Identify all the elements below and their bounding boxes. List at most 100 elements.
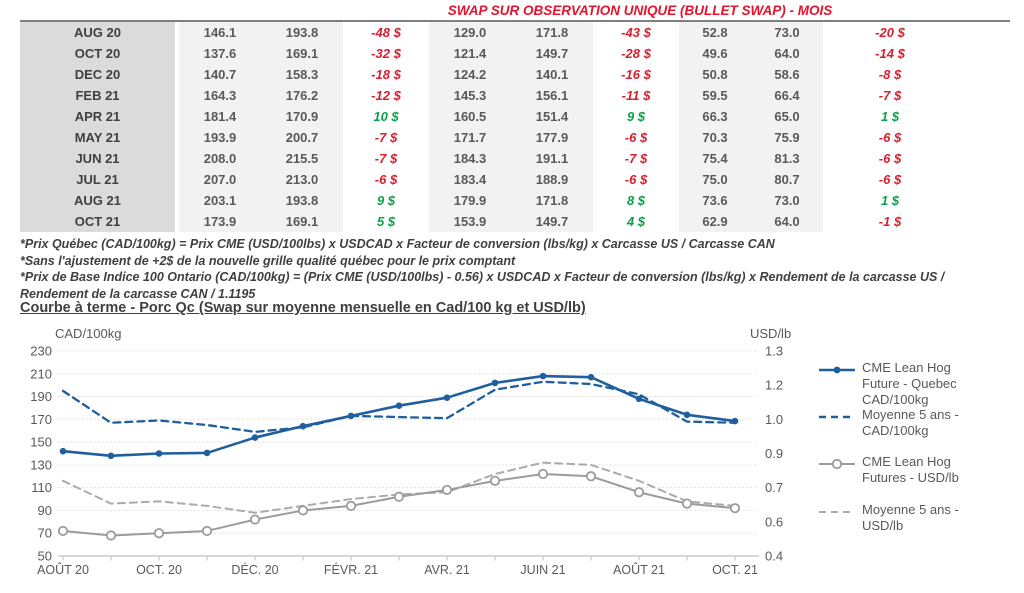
left-axis-tick-label: 70: [38, 526, 52, 541]
data-point-circle: [393, 491, 405, 502]
cell-month: OCT 21: [20, 211, 179, 232]
cell-moyenne-5ans-on: 149.7: [511, 43, 593, 64]
cell-prix-ontario: 179.9: [429, 190, 511, 211]
cell-moyenne-5ans-on: 149.7: [511, 211, 593, 232]
right-axis-tick-label: 1.2: [765, 378, 783, 393]
plot-area: 230 210 190 170 150 130 110 90 70 50 1.3 1.2 1.0 0.9 0…: [30, 344, 783, 578]
cell-prix-usd: 49.6: [679, 43, 751, 64]
cell-moyenne-5ans-usd: 65.0: [751, 106, 823, 127]
cell-prix-usd: 73.6: [679, 190, 751, 211]
cell-moyenne-5ans-cad: 215.5: [261, 148, 343, 169]
cell-diff-on: 8 $: [593, 190, 679, 211]
left-axis-tick-label: 50: [38, 549, 52, 564]
cell-month: FEB 21: [20, 85, 179, 106]
cell-diff-on: -6 $: [593, 127, 679, 148]
x-axis-label: OCT. 21: [712, 563, 758, 577]
cell-diff-on: 4 $: [593, 211, 679, 232]
x-axis-label: AOÛT 21: [613, 562, 665, 577]
legend-item-moyenne-cad: Moyenne 5 ans - CAD/100kg: [818, 407, 982, 439]
footnote-ajustement: *Sans l'ajustement de +2$ de la nouvelle…: [20, 253, 516, 268]
cell-moyenne-5ans-usd: 73.0: [751, 190, 823, 211]
legend-item-moyenne-usd: Moyenne 5 ans - USD/lb: [818, 502, 982, 534]
data-point-circle: [585, 471, 597, 482]
cell-moyenne-5ans-cad: 193.8: [261, 22, 343, 43]
cell-prix-quebec: 207.0: [179, 169, 261, 190]
cell-diff-usd: 1 $: [823, 106, 987, 127]
cell-month: MAY 21: [20, 127, 179, 148]
left-axis-tick-label: 230: [30, 344, 52, 359]
cell-diff-cad: -7 $: [343, 127, 429, 148]
series-line: [62, 473, 736, 537]
data-point-dot: [251, 434, 259, 441]
cell-prix-ontario: 121.4: [429, 43, 511, 64]
data-point-circle: [57, 525, 69, 537]
cell-prix-usd: 52.8: [679, 22, 751, 43]
cell-diff-cad: 9 $: [343, 190, 429, 211]
cell-prix-usd: 50.8: [679, 64, 751, 85]
table-row: OCT 20 137.6 169.1 -32 $121.4 149.7 -28 $49.6…: [20, 43, 987, 64]
legend-item-futures-usd: CME Lean Hog Futures - USD/lb: [818, 454, 982, 486]
cell-moyenne-5ans-cad: 213.0: [261, 169, 343, 190]
right-axis-tick-label: 0.4: [765, 549, 783, 564]
cell-moyenne-5ans-cad: 176.2: [261, 85, 343, 106]
table-row: OCT 21 173.9 169.1 5 $153.9 149.7 4 $62.9 64.0…: [20, 211, 987, 232]
cell-moyenne-5ans-on: 140.1: [511, 64, 593, 85]
right-axis-tick-label: 0.6: [765, 514, 783, 529]
cell-prix-usd: 75.4: [679, 148, 751, 169]
cell-month: OCT 20: [20, 43, 179, 64]
data-point-dot: [587, 373, 595, 381]
cell-moyenne-5ans-cad: 170.9: [261, 106, 343, 127]
table-row: AUG 20 146.1 193.8 -48 $129.0 171.8 -43 $52.8…: [20, 22, 987, 43]
cell-diff-on: -11 $: [593, 85, 679, 106]
data-point-circle: [633, 487, 645, 498]
right-axis-title: USD/lb: [750, 326, 791, 341]
cell-prix-ontario: 129.0: [429, 22, 511, 43]
right-axis-tick-label: 0.7: [765, 480, 783, 495]
left-axis-tick-label: 170: [30, 412, 52, 427]
cell-month: DEC 20: [20, 64, 179, 85]
cell-moyenne-5ans-on: 177.9: [511, 127, 593, 148]
cell-diff-usd: -20 $: [823, 22, 987, 43]
cell-diff-cad: -12 $: [343, 85, 429, 106]
x-axis-label: JUIN 21: [520, 563, 565, 577]
data-point-dot: [443, 394, 451, 401]
x-axis-label: OCT. 20: [136, 563, 182, 577]
cell-diff-cad: 5 $: [343, 211, 429, 232]
cell-moyenne-5ans-on: 188.9: [511, 169, 593, 190]
swap-table: AUG 20 146.1 193.8 -48 $129.0 171.8 -43 $52.8…: [20, 22, 987, 232]
data-point-circle: [537, 468, 549, 480]
legend-label: Moyenne 5 ans - USD/lb: [862, 502, 959, 533]
cell-diff-cad: -48 $: [343, 22, 429, 43]
cell-moyenne-5ans-on: 151.4: [511, 106, 593, 127]
cell-moyenne-5ans-on: 171.8: [511, 190, 593, 211]
cell-prix-quebec: 193.9: [179, 127, 261, 148]
right-axis-tick-label: 1.0: [765, 412, 783, 427]
table-row: JUN 21 208.0 215.5 -7 $184.3 191.1 -7 $75.4 81…: [20, 148, 987, 169]
cell-prix-quebec: 164.3: [179, 85, 261, 106]
cell-diff-usd: -8 $: [823, 64, 987, 85]
left-axis-title: CAD/100kg: [55, 326, 121, 341]
table-row: MAY 21 193.9 200.7 -7 $171.7 177.9 -6 $70.3 75…: [20, 127, 987, 148]
cell-diff-usd: -6 $: [823, 169, 987, 190]
cell-prix-quebec: 146.1: [179, 22, 261, 43]
data-point-dot: [155, 450, 163, 457]
cell-diff-usd: -6 $: [823, 148, 987, 169]
data-point-circle: [729, 503, 741, 514]
data-point-circle: [489, 475, 501, 486]
data-point-circle: [681, 498, 693, 509]
left-axis-tick-label: 130: [30, 457, 52, 472]
cell-month: AUG 20: [20, 22, 179, 43]
cell-prix-ontario: 153.9: [429, 211, 511, 232]
table-row: DEC 20 140.7 158.3 -18 $124.2 140.1 -16 $50.8…: [20, 64, 987, 85]
cell-prix-usd: 70.3: [679, 127, 751, 148]
cell-moyenne-5ans-usd: 73.0: [751, 22, 823, 43]
right-axis-tick-label: 1.3: [765, 344, 783, 359]
cell-diff-on: -6 $: [593, 169, 679, 190]
data-point-circle: [345, 500, 357, 511]
cell-moyenne-5ans-usd: 64.0: [751, 43, 823, 64]
cell-prix-ontario: 184.3: [429, 148, 511, 169]
data-point-circle: [249, 514, 261, 525]
cell-moyenne-5ans-cad: 158.3: [261, 64, 343, 85]
data-point-dot: [299, 422, 307, 430]
left-axis-tick-label: 90: [38, 503, 52, 518]
